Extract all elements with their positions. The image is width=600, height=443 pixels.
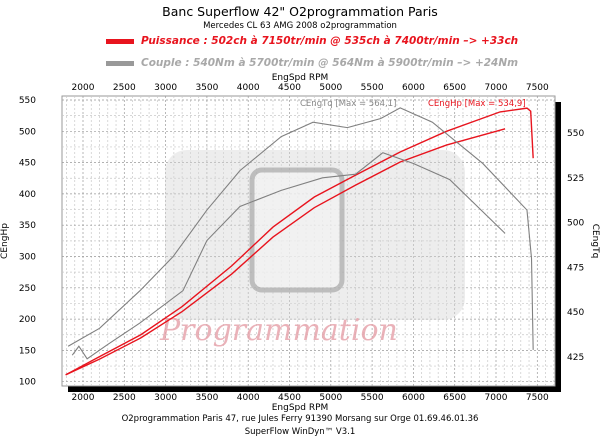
x-tick-label-top: 5000: [319, 83, 342, 93]
x-tick-label-bottom: 5500: [361, 393, 384, 403]
x-tick-label-top: 2000: [72, 83, 95, 93]
x-tick-label-bottom: 7000: [485, 393, 508, 403]
legend-torque: Couple : 540Nm à 5700tr/min @ 564Nm à 59…: [106, 57, 518, 70]
annotation-torque-max: CEngTq [Max = 564,1]: [300, 99, 396, 109]
x-tick-label-top: 6500: [443, 83, 466, 93]
x-tick-label-top: 3000: [154, 83, 177, 93]
y-left-tick-label: 550: [19, 96, 36, 106]
y-right-axis-label: CEngTq: [590, 224, 600, 259]
y-right-tick-label: 550: [567, 129, 584, 139]
footer-address: O2programmation Paris 47, rue Jules Ferr…: [121, 414, 479, 424]
y-right-tick-label: 425: [567, 353, 584, 363]
y-left-tick-label: 300: [19, 253, 36, 263]
legend-swatch-power: [106, 38, 134, 44]
y-left-tick-label: 450: [19, 159, 36, 169]
x-tick-label-bottom: 6500: [443, 393, 466, 403]
x-tick-label-bottom: 3500: [195, 393, 218, 403]
y-left-tick-label: 100: [19, 378, 36, 388]
series-line-1: [65, 128, 506, 376]
y-right-tick-label: 475: [567, 263, 584, 273]
x-axis-label-top: EngSpd RPM: [272, 73, 329, 83]
y-left-tick-label: 350: [19, 221, 36, 231]
x-tick-label-bottom: 2500: [113, 393, 136, 403]
x-tick-label-bottom: 5000: [319, 393, 342, 403]
x-axis-label-bottom: EngSpd RPM: [272, 403, 329, 413]
y-right-tick-label: 500: [567, 219, 584, 229]
x-tick-label-top: 7500: [526, 83, 549, 93]
watermark-logo-inner: [249, 167, 345, 293]
chart-subtitle: Mercedes CL 63 AMG 2008 o2programmation: [203, 21, 397, 31]
x-tick-label-top: 4000: [237, 83, 260, 93]
x-tick-label-top: 5500: [361, 83, 384, 93]
legend-power-label: Puissance : 502ch à 7150tr/min @ 535ch à…: [141, 35, 519, 47]
y-left-tick-label: 150: [19, 346, 36, 356]
legend-power: Puissance : 502ch à 7150tr/min @ 535ch à…: [106, 35, 518, 48]
x-tick-label-top: 6000: [402, 83, 425, 93]
x-tick-label-top: 3500: [195, 83, 218, 93]
series-line-0: [65, 107, 534, 376]
annotation-power-max: CEngHp [Max = 534,9]: [428, 99, 526, 109]
x-tick-label-top: 4500: [278, 83, 301, 93]
legend-swatch-torque: [106, 60, 134, 66]
y-left-axis-label: CEngHp: [0, 223, 10, 259]
watermark-text: Programmation: [159, 313, 398, 348]
y-left-tick-label: 400: [19, 190, 36, 200]
x-tick-label-bottom: 4000: [237, 393, 260, 403]
x-tick-label-bottom: 6000: [402, 393, 425, 403]
y-right-tick-label: 525: [567, 174, 584, 184]
y-left-tick-label: 250: [19, 284, 36, 294]
x-tick-label-bottom: 7500: [526, 393, 549, 403]
x-tick-label-top: 2500: [113, 83, 136, 93]
y-left-tick-label: 200: [19, 315, 36, 325]
chart-title: Banc Superflow 42" O2programmation Paris: [162, 4, 438, 19]
footer-software: SuperFlow WinDyn™ V3.1: [244, 427, 356, 437]
x-tick-label-bottom: 4500: [278, 393, 301, 403]
x-tick-label-bottom: 3000: [154, 393, 177, 403]
series-line-3: [71, 152, 506, 360]
legend-torque-label: Couple : 540Nm à 5700tr/min @ 564Nm à 59…: [141, 57, 519, 69]
series-line-2: [67, 107, 534, 350]
x-tick-label-bottom: 2000: [72, 393, 95, 403]
y-left-tick-label: 500: [19, 127, 36, 137]
x-tick-label-top: 7000: [485, 83, 508, 93]
y-right-tick-label: 450: [567, 308, 584, 318]
